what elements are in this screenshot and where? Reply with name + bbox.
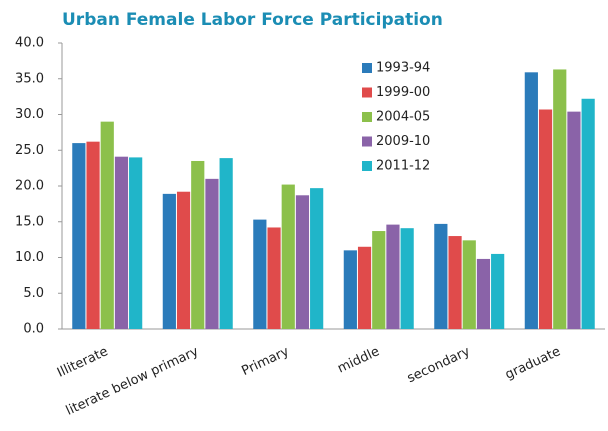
bar xyxy=(567,111,581,329)
y-tick-label: 10.0 xyxy=(15,250,44,265)
y-tick-label: 20.0 xyxy=(15,179,44,194)
bar xyxy=(462,240,476,329)
legend-label: 2004-05 xyxy=(376,110,430,125)
bar xyxy=(86,141,100,329)
x-tick-label: middle xyxy=(335,344,382,376)
bar xyxy=(386,224,400,329)
legend-label: 2011-12 xyxy=(376,159,430,174)
bar xyxy=(162,193,176,329)
legend-label: 2009-10 xyxy=(376,134,430,149)
legend-swatch xyxy=(362,112,372,122)
x-tick-label: secondary xyxy=(405,344,473,386)
legend-swatch xyxy=(362,161,372,171)
bar xyxy=(553,69,567,329)
bar xyxy=(538,109,553,330)
bar xyxy=(524,72,538,329)
bar xyxy=(400,228,414,329)
bar xyxy=(267,227,281,329)
bar xyxy=(343,250,357,329)
y-tick-label: 40.0 xyxy=(15,36,44,51)
y-tick-label: 5.0 xyxy=(23,286,44,301)
y-tick-label: 25.0 xyxy=(15,143,44,158)
bar xyxy=(357,246,372,329)
legend-swatch xyxy=(362,63,372,73)
bar xyxy=(310,188,324,329)
y-tick-label: 35.0 xyxy=(15,71,44,86)
bar xyxy=(100,121,114,330)
bar xyxy=(219,158,233,329)
y-tick-label: 30.0 xyxy=(15,107,44,122)
legend-swatch xyxy=(362,136,372,147)
legend-label: 1993-94 xyxy=(376,61,430,76)
x-tick-label: graduate xyxy=(503,344,563,383)
legend-swatch xyxy=(362,87,372,98)
bar xyxy=(176,191,191,329)
bar xyxy=(129,157,143,329)
x-tick-label: Illiterate xyxy=(55,344,110,380)
bar xyxy=(581,98,595,330)
bar xyxy=(372,231,386,329)
bar xyxy=(253,219,267,329)
bar xyxy=(114,156,129,329)
x-tick-label: Primary xyxy=(240,344,292,379)
bar xyxy=(72,143,86,329)
bar xyxy=(476,258,491,329)
y-tick-label: 15.0 xyxy=(15,214,44,229)
legend-label: 1999-00 xyxy=(376,85,430,100)
y-tick-label: 0.0 xyxy=(23,322,44,337)
chart-title: Urban Female Labor Force Participation xyxy=(62,10,443,30)
bar xyxy=(281,184,295,329)
bar xyxy=(191,160,205,329)
bar xyxy=(434,223,448,329)
bar xyxy=(205,178,219,329)
bar xyxy=(448,236,462,329)
bar xyxy=(491,253,505,329)
bar xyxy=(295,195,310,329)
